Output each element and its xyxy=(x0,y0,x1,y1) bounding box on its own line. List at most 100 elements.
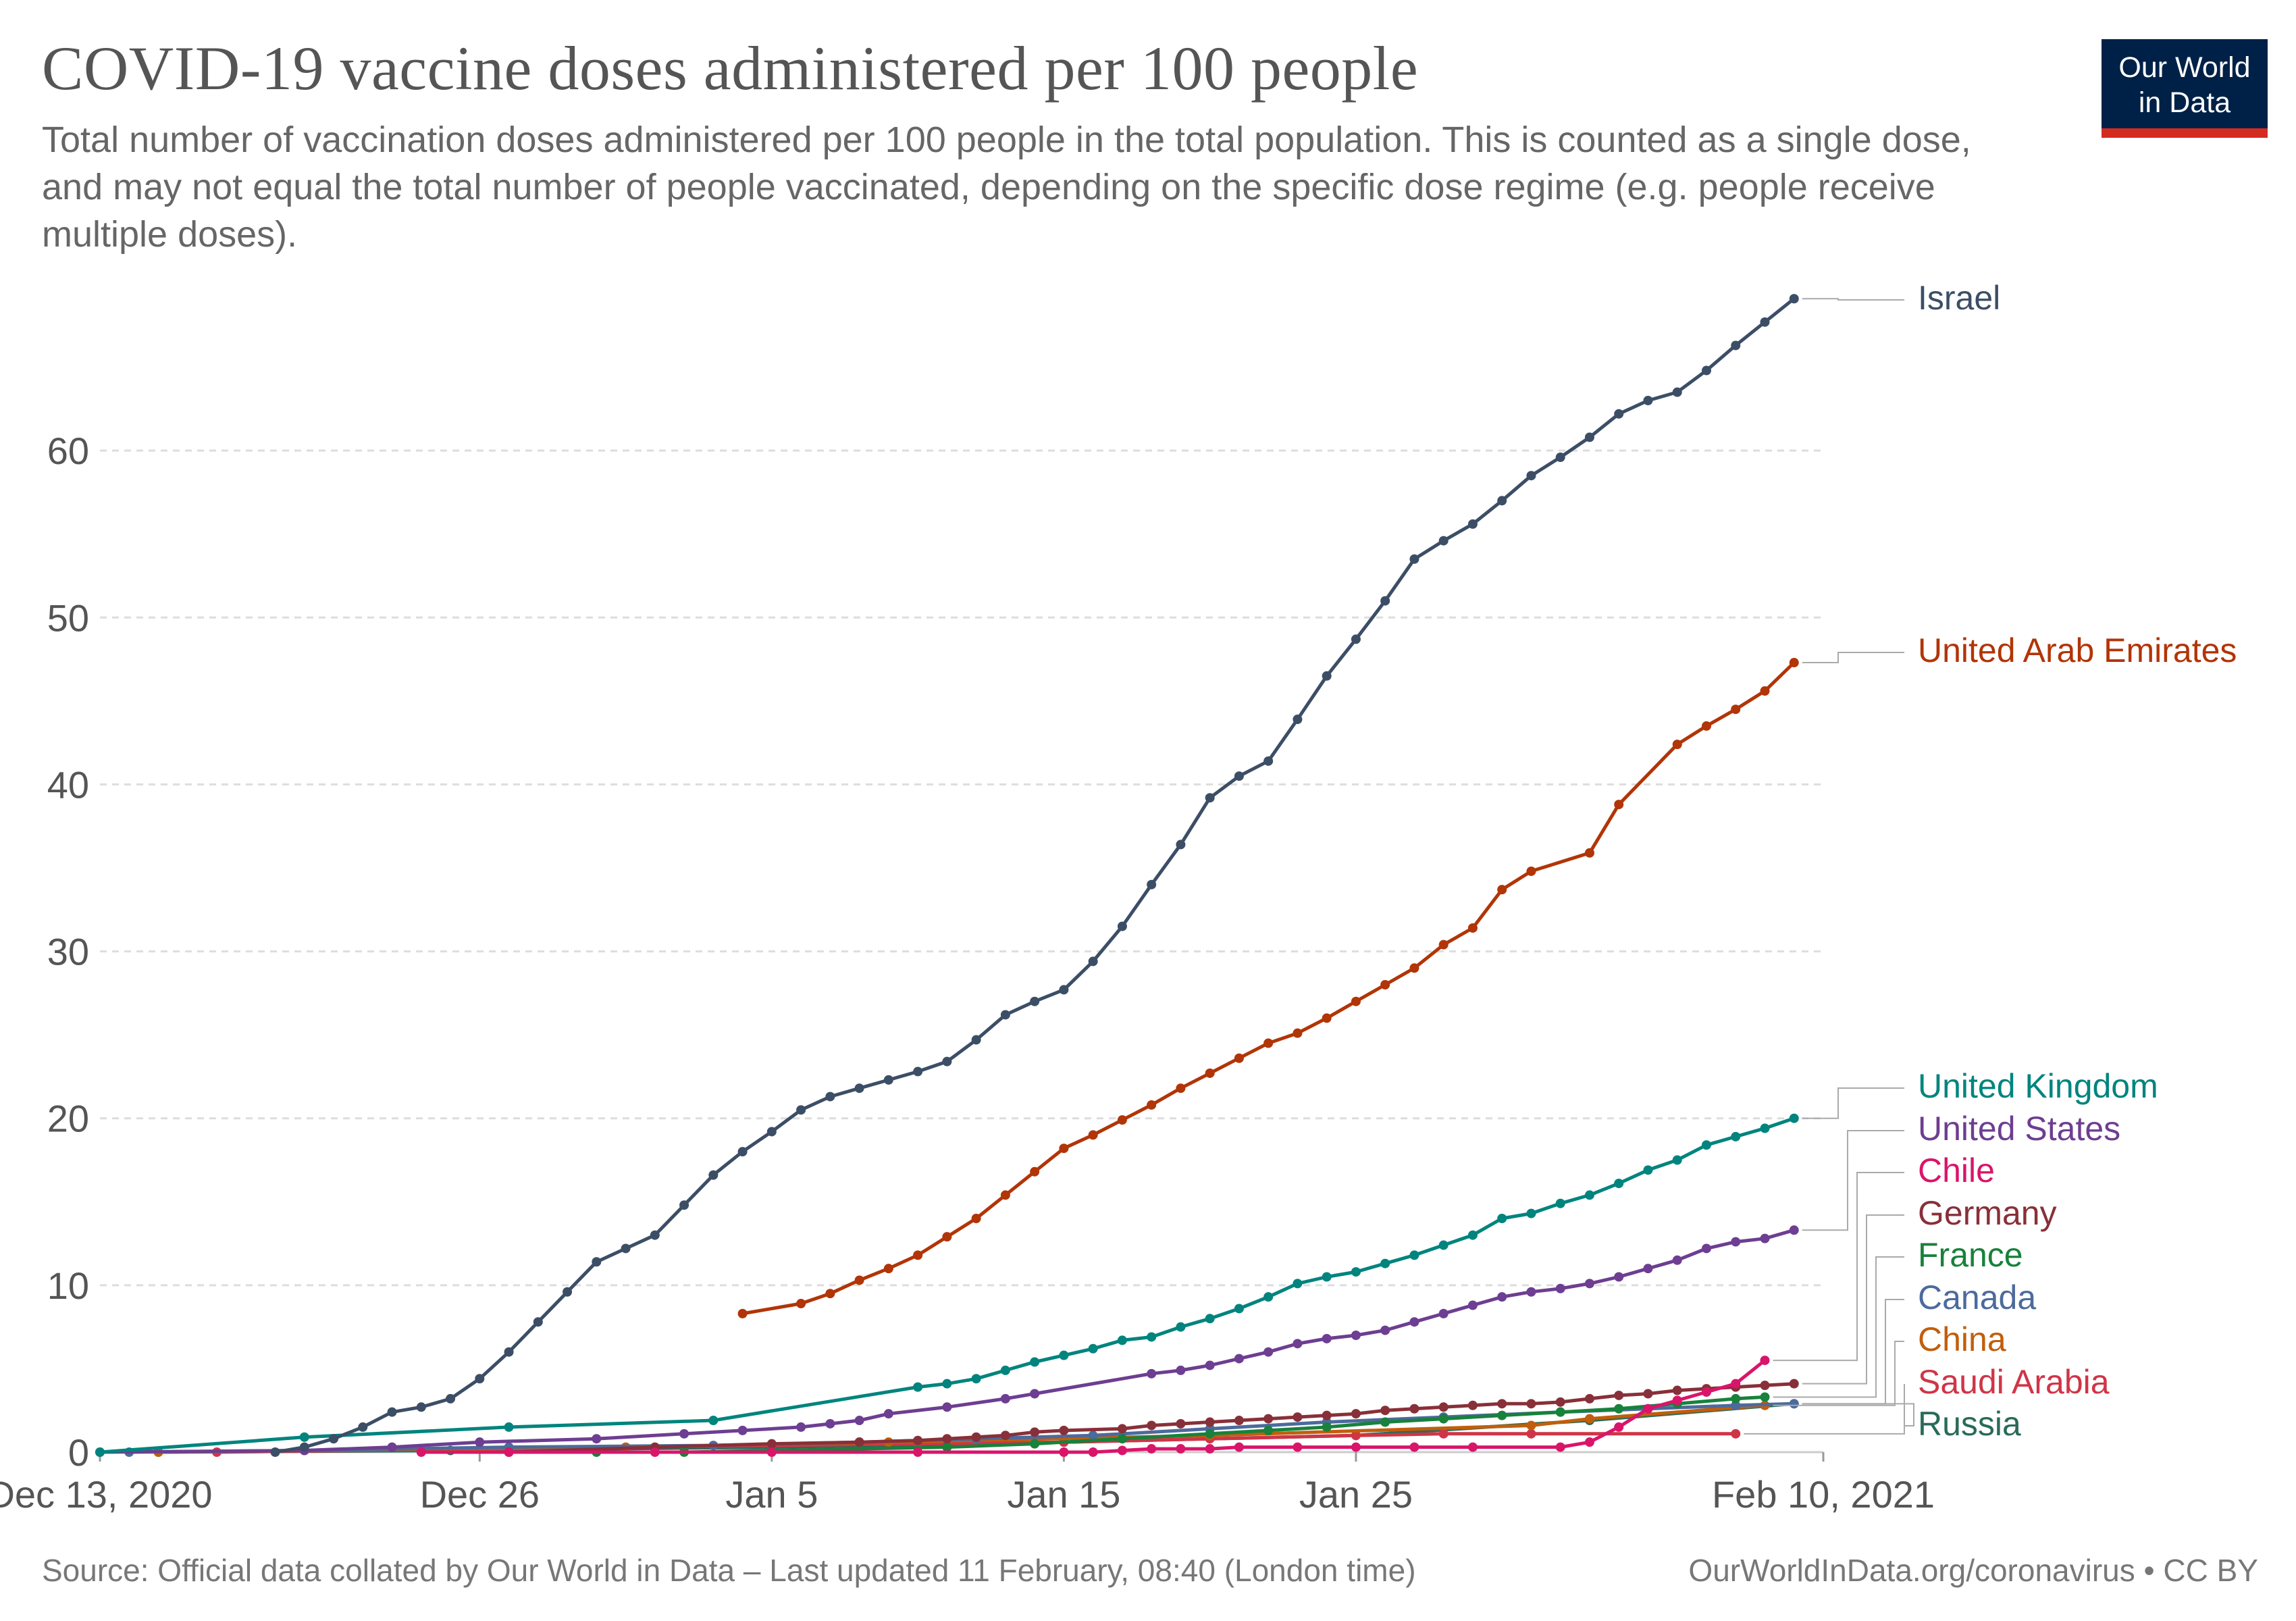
data-point-united-kingdom xyxy=(1088,1343,1098,1354)
data-point-united-states xyxy=(1322,1333,1332,1343)
data-point-canada xyxy=(1088,1431,1098,1441)
data-point-chile xyxy=(1147,1444,1157,1454)
data-point-chile xyxy=(1205,1444,1215,1454)
data-point-germany xyxy=(1438,1402,1449,1412)
data-point-canada xyxy=(1731,1400,1741,1410)
data-point-israel xyxy=(1526,471,1536,481)
data-point-united-arab-emirates xyxy=(1789,658,1799,668)
data-point-united-states xyxy=(679,1429,689,1439)
chart-title: COVID-19 vaccine doses administered per … xyxy=(42,34,1419,103)
data-point-israel xyxy=(1438,536,1449,546)
data-point-germany xyxy=(1526,1399,1536,1409)
y-tick-label: 40 xyxy=(47,763,89,806)
data-point-united-states xyxy=(854,1416,864,1426)
data-point-israel xyxy=(1672,387,1682,397)
data-point-israel xyxy=(1030,996,1040,1006)
data-point-israel xyxy=(387,1407,397,1417)
source-link[interactable]: OurWorldInData.org/coronavirus • CC BY xyxy=(1688,1553,2258,1588)
label-connector xyxy=(1802,1299,1904,1405)
label-connector xyxy=(1802,1403,1914,1426)
data-point-chile xyxy=(1643,1404,1653,1414)
data-point-united-arab-emirates xyxy=(1351,996,1361,1006)
data-point-germany xyxy=(1497,1399,1507,1409)
data-point-united-kingdom xyxy=(1409,1250,1419,1260)
data-point-chile xyxy=(504,1447,514,1457)
data-point-united-kingdom xyxy=(1555,1198,1565,1208)
data-point-united-arab-emirates xyxy=(1584,848,1594,858)
data-point-chile xyxy=(1614,1422,1624,1432)
data-point-germany xyxy=(854,1437,864,1447)
data-point-united-states xyxy=(1234,1354,1244,1364)
data-point-israel xyxy=(1322,671,1332,681)
data-point-israel xyxy=(1643,396,1653,405)
data-point-israel xyxy=(854,1083,864,1093)
data-point-united-kingdom xyxy=(1584,1190,1594,1200)
data-point-france xyxy=(1614,1404,1624,1414)
data-point-israel xyxy=(942,1056,952,1066)
series-united-kingdom xyxy=(95,1113,1799,1457)
data-point-israel xyxy=(1467,519,1478,529)
data-point-germany xyxy=(1205,1417,1215,1427)
data-point-united-arab-emirates xyxy=(1409,963,1419,973)
data-point-united-kingdom xyxy=(1293,1279,1303,1289)
data-point-united-kingdom xyxy=(504,1422,514,1432)
data-point-united-states xyxy=(592,1434,602,1444)
data-point-germany xyxy=(1380,1406,1390,1416)
data-point-israel xyxy=(796,1105,806,1115)
data-point-united-states xyxy=(1643,1264,1653,1274)
data-point-united-kingdom xyxy=(1176,1322,1186,1332)
data-point-united-states xyxy=(1176,1365,1186,1375)
data-point-united-arab-emirates xyxy=(1000,1190,1010,1200)
series-line-united-arab-emirates xyxy=(742,661,1796,1316)
data-point-israel xyxy=(650,1230,660,1240)
data-point-israel xyxy=(825,1091,835,1102)
data-point-chile xyxy=(650,1447,660,1457)
data-point-germany xyxy=(1672,1385,1682,1395)
data-point-israel xyxy=(1351,634,1361,644)
data-point-france xyxy=(1731,1393,1741,1404)
series-label-canada: Canada xyxy=(1918,1279,2036,1316)
data-point-germany xyxy=(1643,1389,1653,1399)
label-connector xyxy=(1802,1087,1904,1119)
series-line-united-states xyxy=(99,1228,1795,1454)
data-point-united-states xyxy=(1497,1292,1507,1302)
data-point-germany xyxy=(1584,1393,1594,1404)
x-tick-label: Jan 25 xyxy=(1299,1473,1413,1516)
data-point-israel xyxy=(475,1374,485,1384)
series-label-germany: Germany xyxy=(1918,1194,2057,1232)
y-tick-label: 30 xyxy=(47,931,89,973)
data-point-chile xyxy=(1059,1447,1069,1457)
data-point-chile xyxy=(913,1447,923,1457)
data-point-germany xyxy=(913,1435,923,1445)
data-point-united-states xyxy=(1205,1360,1215,1370)
data-point-israel xyxy=(533,1317,543,1327)
data-point-chile xyxy=(1584,1437,1594,1447)
data-point-united-arab-emirates xyxy=(1088,1130,1098,1140)
data-point-united-arab-emirates xyxy=(942,1232,952,1242)
series-label-china: China xyxy=(1918,1320,2006,1358)
data-point-united-arab-emirates xyxy=(883,1264,893,1274)
x-tick-label: Dec 26 xyxy=(420,1473,540,1516)
data-point-france xyxy=(1760,1392,1770,1402)
data-point-united-states xyxy=(1555,1283,1565,1293)
data-point-united-states xyxy=(1614,1272,1624,1282)
data-point-united-states xyxy=(1000,1393,1010,1404)
data-point-chile xyxy=(416,1447,426,1457)
data-point-france xyxy=(1438,1414,1449,1424)
data-point-united-kingdom xyxy=(1117,1335,1127,1345)
data-point-chile xyxy=(1117,1445,1127,1456)
data-point-chile xyxy=(1731,1379,1741,1389)
data-point-israel xyxy=(1555,453,1565,463)
series-label-united-states: United States xyxy=(1918,1110,2120,1148)
data-point-united-kingdom xyxy=(299,1432,309,1442)
data-point-united-arab-emirates xyxy=(825,1289,835,1299)
data-point-israel xyxy=(737,1147,748,1157)
x-tick-label: Feb 10, 2021 xyxy=(1712,1473,1935,1516)
data-point-united-states xyxy=(1672,1255,1682,1265)
data-point-united-arab-emirates xyxy=(971,1214,981,1223)
data-point-germany xyxy=(1117,1424,1127,1434)
owid-logo[interactable]: Our World in Data xyxy=(2102,39,2268,138)
data-point-united-arab-emirates xyxy=(1205,1068,1215,1078)
label-connector xyxy=(1802,298,1904,301)
